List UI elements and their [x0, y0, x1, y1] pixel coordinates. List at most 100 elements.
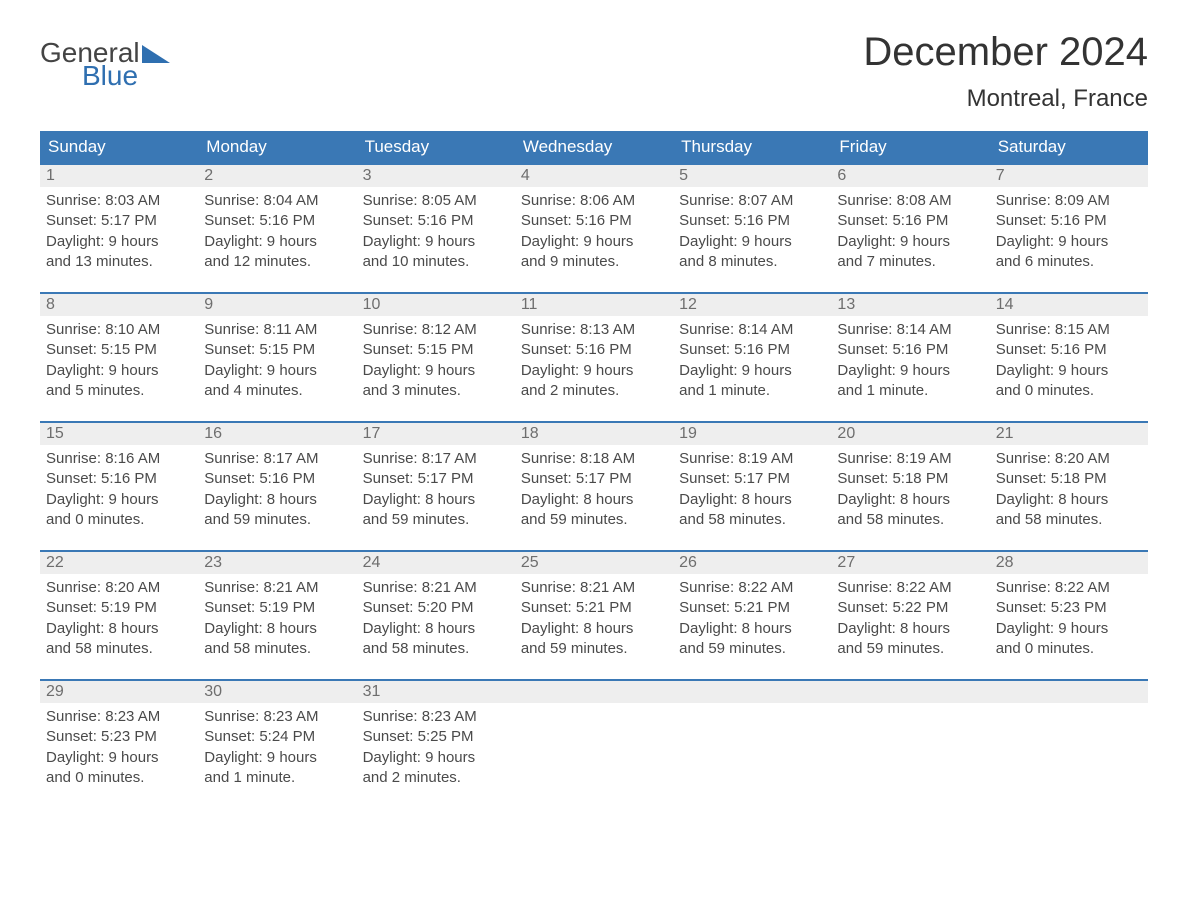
day-d1: Daylight: 9 hours [996, 232, 1142, 252]
day-sunset: Sunset: 5:17 PM [363, 469, 509, 489]
day-sunrise: Sunrise: 8:06 AM [521, 191, 667, 211]
day-d2: and 8 minutes. [679, 252, 825, 272]
day-sunset: Sunset: 5:16 PM [996, 211, 1142, 231]
day-cell: 8Sunrise: 8:10 AMSunset: 5:15 PMDaylight… [40, 292, 198, 421]
day-sunset: Sunset: 5:16 PM [837, 340, 983, 360]
day-d2: and 0 minutes. [996, 381, 1142, 401]
day-details: Sunrise: 8:23 AMSunset: 5:25 PMDaylight:… [357, 703, 515, 788]
day-cell: 6Sunrise: 8:08 AMSunset: 5:16 PMDaylight… [831, 163, 989, 292]
day-number: 19 [679, 425, 697, 442]
day-number: 1 [46, 167, 55, 184]
day-d2: and 1 minute. [837, 381, 983, 401]
day-cell: 24Sunrise: 8:21 AMSunset: 5:20 PMDayligh… [357, 550, 515, 679]
day-number-row: 23 [198, 550, 356, 574]
day-sunset: Sunset: 5:17 PM [679, 469, 825, 489]
empty-day-cell [990, 679, 1148, 808]
day-sunset: Sunset: 5:16 PM [363, 211, 509, 231]
day-sunrise: Sunrise: 8:08 AM [837, 191, 983, 211]
day-cell: 15Sunrise: 8:16 AMSunset: 5:16 PMDayligh… [40, 421, 198, 550]
day-sunrise: Sunrise: 8:03 AM [46, 191, 192, 211]
day-d1: Daylight: 8 hours [204, 619, 350, 639]
day-number-row: 12 [673, 292, 831, 316]
day-cell: 26Sunrise: 8:22 AMSunset: 5:21 PMDayligh… [673, 550, 831, 679]
day-of-week-header: Sunday [40, 131, 198, 163]
day-d1: Daylight: 8 hours [204, 490, 350, 510]
day-cell: 7Sunrise: 8:09 AMSunset: 5:16 PMDaylight… [990, 163, 1148, 292]
day-sunrise: Sunrise: 8:05 AM [363, 191, 509, 211]
day-details: Sunrise: 8:14 AMSunset: 5:16 PMDaylight:… [831, 316, 989, 401]
day-d2: and 6 minutes. [996, 252, 1142, 272]
day-sunset: Sunset: 5:18 PM [837, 469, 983, 489]
day-of-week-header: Thursday [673, 131, 831, 163]
calendar-grid: SundayMondayTuesdayWednesdayThursdayFrid… [40, 131, 1148, 808]
day-sunset: Sunset: 5:21 PM [679, 598, 825, 618]
day-details: Sunrise: 8:22 AMSunset: 5:22 PMDaylight:… [831, 574, 989, 659]
day-number-row [515, 679, 673, 703]
day-sunrise: Sunrise: 8:23 AM [204, 707, 350, 727]
day-sunset: Sunset: 5:15 PM [363, 340, 509, 360]
day-details [673, 703, 831, 763]
day-sunrise: Sunrise: 8:14 AM [837, 320, 983, 340]
day-number: 21 [996, 425, 1014, 442]
day-number-row: 16 [198, 421, 356, 445]
day-number: 8 [46, 296, 55, 313]
day-d1: Daylight: 9 hours [837, 361, 983, 381]
day-number: 10 [363, 296, 381, 313]
day-number-row: 2 [198, 163, 356, 187]
day-d1: Daylight: 8 hours [837, 619, 983, 639]
day-number-row: 20 [831, 421, 989, 445]
day-number: 23 [204, 554, 222, 571]
day-cell: 30 Sunrise: 8:23 AMSunset: 5:24 PMDayligh… [198, 679, 356, 808]
day-number: 30 [204, 683, 222, 700]
day-d2: and 0 minutes. [46, 510, 192, 530]
day-sunset: Sunset: 5:19 PM [46, 598, 192, 618]
day-details [990, 703, 1148, 763]
month-title: December 2024 [863, 30, 1148, 75]
day-sunset: Sunset: 5:16 PM [521, 211, 667, 231]
day-details: Sunrise: 8:04 AMSunset: 5:16 PMDaylight:… [198, 187, 356, 272]
day-d1: Daylight: 8 hours [363, 619, 509, 639]
day-sunset: Sunset: 5:16 PM [679, 340, 825, 360]
day-number-row: 10 [357, 292, 515, 316]
day-d1: Daylight: 8 hours [679, 490, 825, 510]
day-cell: 9Sunrise: 8:11 AMSunset: 5:15 PMDaylight… [198, 292, 356, 421]
day-number-row [990, 679, 1148, 703]
day-details [515, 703, 673, 763]
day-details: Sunrise: 8:23 AMSunset: 5:24 PMDaylight:… [198, 703, 356, 788]
day-d1: Daylight: 9 hours [363, 748, 509, 768]
day-details: Sunrise: 8:12 AMSunset: 5:15 PMDaylight:… [357, 316, 515, 401]
day-sunset: Sunset: 5:18 PM [996, 469, 1142, 489]
day-details: Sunrise: 8:17 AMSunset: 5:16 PMDaylight:… [198, 445, 356, 530]
day-details: Sunrise: 8:08 AMSunset: 5:16 PMDaylight:… [831, 187, 989, 272]
day-sunset: Sunset: 5:20 PM [363, 598, 509, 618]
day-sunrise: Sunrise: 8:10 AM [46, 320, 192, 340]
day-d2: and 59 minutes. [521, 510, 667, 530]
day-details: Sunrise: 8:13 AMSunset: 5:16 PMDaylight:… [515, 316, 673, 401]
day-sunset: Sunset: 5:25 PM [363, 727, 509, 747]
title-block: December 2024 Montreal, France [863, 30, 1148, 113]
day-cell: 19Sunrise: 8:19 AMSunset: 5:17 PMDayligh… [673, 421, 831, 550]
day-d1: Daylight: 8 hours [521, 619, 667, 639]
day-cell: 22Sunrise: 8:20 AMSunset: 5:19 PMDayligh… [40, 550, 198, 679]
day-d2: and 2 minutes. [363, 768, 509, 788]
empty-day-cell [515, 679, 673, 808]
day-d1: Daylight: 9 hours [521, 361, 667, 381]
day-d2: and 13 minutes. [46, 252, 192, 272]
day-number-row: 11 [515, 292, 673, 316]
location: Montreal, France [863, 85, 1148, 113]
day-d1: Daylight: 8 hours [679, 619, 825, 639]
day-cell: 20Sunrise: 8:19 AMSunset: 5:18 PMDayligh… [831, 421, 989, 550]
day-d2: and 2 minutes. [521, 381, 667, 401]
day-cell: 3Sunrise: 8:05 AMSunset: 5:16 PMDaylight… [357, 163, 515, 292]
day-sunrise: Sunrise: 8:11 AM [204, 320, 350, 340]
day-cell: 4Sunrise: 8:06 AMSunset: 5:16 PMDaylight… [515, 163, 673, 292]
day-details: Sunrise: 8:09 AMSunset: 5:16 PMDaylight:… [990, 187, 1148, 272]
day-d1: Daylight: 9 hours [46, 490, 192, 510]
day-d2: and 59 minutes. [679, 639, 825, 659]
day-number: 29 [46, 683, 64, 700]
day-sunrise: Sunrise: 8:15 AM [996, 320, 1142, 340]
day-d2: and 59 minutes. [204, 510, 350, 530]
day-number-row: 30 [198, 679, 356, 703]
day-sunrise: Sunrise: 8:23 AM [363, 707, 509, 727]
day-number-row: 14 [990, 292, 1148, 316]
